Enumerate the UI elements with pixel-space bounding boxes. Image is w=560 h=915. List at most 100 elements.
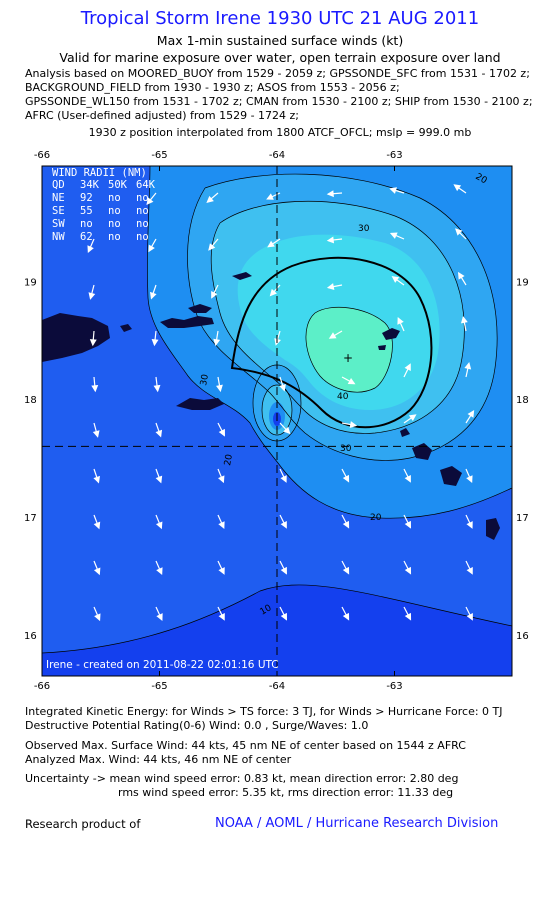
wind-field: + 10 20 20 20 30 30 30 40 WIND RADII (NM… bbox=[42, 166, 512, 676]
wind-arrow-head bbox=[467, 410, 475, 418]
wind-radii-title: WIND RADII (NM) bbox=[52, 167, 147, 179]
wind-arrow-head bbox=[148, 244, 155, 253]
wind-arrow-head bbox=[328, 332, 337, 339]
wind-radii-cell: NE bbox=[52, 192, 65, 204]
contour-label: 20 bbox=[370, 513, 382, 523]
wind-arrow-head bbox=[342, 566, 350, 575]
lat-tick-right: 16 bbox=[516, 631, 529, 642]
wind-arrow-head bbox=[218, 567, 225, 575]
wind-arrow-head bbox=[455, 228, 463, 236]
contour-label: 40 bbox=[337, 392, 349, 402]
wind-radii-cell: 55 bbox=[80, 205, 93, 217]
max-wind-marker: + bbox=[343, 351, 353, 365]
wind-radii-cell: no bbox=[108, 205, 121, 217]
lat-tick-right: 17 bbox=[516, 513, 529, 524]
wind-arrow-head bbox=[326, 236, 335, 244]
wind-arrow-head bbox=[283, 426, 291, 435]
subtitle-units: Max 1-min sustained surface winds (kt) bbox=[156, 33, 404, 48]
wind-arrow-head bbox=[89, 339, 97, 347]
wind-arrow-head bbox=[208, 243, 216, 251]
wind-arrow-head bbox=[404, 474, 411, 483]
wind-arrow-head bbox=[464, 362, 472, 370]
wind-arrow-head bbox=[87, 245, 94, 254]
wind-arrow-head bbox=[326, 190, 334, 198]
land-virgin-gorda-group bbox=[160, 316, 214, 328]
wind-radii-cell: no bbox=[108, 192, 121, 204]
wind-arrow-head bbox=[453, 184, 462, 192]
lat-tick-left: 17 bbox=[24, 513, 37, 524]
land-anegada bbox=[232, 272, 252, 280]
wind-arrow-head bbox=[155, 475, 163, 484]
wind-arrow-head bbox=[146, 197, 154, 205]
ike-text: Integrated Kinetic Energy: for Winds > T… bbox=[25, 705, 503, 718]
wind-arrow-head bbox=[155, 521, 163, 530]
wind-arrow-head bbox=[280, 566, 287, 575]
wind-radii-cell: no bbox=[108, 231, 121, 243]
lon-tick-bottom: -66 bbox=[34, 681, 50, 692]
wind-arrow-head bbox=[218, 521, 225, 529]
wind-radii-cell: no bbox=[136, 231, 149, 243]
wind-arrow-head bbox=[404, 363, 411, 371]
wind-arrow-head bbox=[211, 290, 218, 299]
wind-arrow-head bbox=[266, 193, 274, 200]
wind-arrow-head bbox=[91, 385, 99, 393]
wind-arrow-head bbox=[218, 428, 225, 437]
wind-arrow-head bbox=[457, 271, 465, 280]
land-st-croix bbox=[176, 398, 224, 410]
wind-radii-header: 64K bbox=[136, 179, 156, 191]
wind-arrow-head bbox=[391, 276, 400, 283]
wind-arrow-head bbox=[389, 232, 398, 239]
lon-tick-bottom: -65 bbox=[151, 681, 167, 692]
map-title: Tropical Storm Irene 1930 UTC 21 AUG 201… bbox=[80, 8, 480, 29]
map-credit: Irene - created on 2011-08-22 02:01:16 U… bbox=[46, 659, 279, 671]
wind-radii-cell: SW bbox=[52, 218, 65, 230]
wind-radii-cell: no bbox=[108, 218, 121, 230]
land-culebra bbox=[120, 324, 132, 332]
wind-arrow-head bbox=[466, 475, 473, 484]
lat-tick-left: 18 bbox=[24, 395, 37, 406]
wind-radii-cell: NW bbox=[52, 231, 65, 243]
uncertainty-mean: Uncertainty -> mean wind speed error: 0.… bbox=[25, 772, 459, 785]
contour-label: 30 bbox=[358, 224, 370, 234]
wind-arrow-head bbox=[326, 283, 335, 290]
wind-arrow-head bbox=[408, 414, 417, 422]
contour-label: 30 bbox=[199, 373, 211, 386]
wind-arrow-head bbox=[269, 288, 277, 297]
contour-label: 30 bbox=[340, 444, 352, 454]
wind-radii-cell: no bbox=[80, 218, 93, 230]
analysis-line: BACKGROUND_FIELD from 1930 - 1930 z; ASO… bbox=[25, 81, 400, 94]
wind-arrow-head bbox=[153, 384, 161, 393]
wind-arrow-head bbox=[267, 240, 275, 248]
axis-labels: -66 -66 -65 -65 -64 -64 -63 -63 19 19 18 18 17 17 16 16 bbox=[24, 150, 529, 692]
wind-arrow-head bbox=[88, 292, 96, 300]
wind-arrow-head bbox=[280, 475, 287, 483]
dpr-text: Destructive Potential Rating(0-6) Wind: … bbox=[25, 719, 369, 732]
lon-tick-bottom: -63 bbox=[386, 681, 402, 692]
lon-tick-top: -63 bbox=[386, 150, 402, 161]
wind-arrow-head bbox=[94, 613, 101, 622]
wind-radii-cell: SE bbox=[52, 205, 65, 217]
wind-arrow-head bbox=[347, 377, 356, 385]
wind-arrow-head bbox=[279, 383, 286, 392]
wind-arrow-head bbox=[404, 566, 412, 575]
wind-arrow-head bbox=[466, 612, 473, 621]
wind-radii-cell: no bbox=[136, 205, 149, 217]
land-anguilla bbox=[382, 328, 400, 340]
hrd-link[interactable]: NOAA / AOML / Hurricane Research Divisio… bbox=[215, 816, 499, 831]
wind-arrow-head bbox=[466, 567, 473, 575]
wind-arrow-head bbox=[349, 421, 358, 428]
wind-radii-header: 50K bbox=[108, 179, 128, 191]
lon-tick-top: -66 bbox=[34, 150, 50, 161]
lat-tick-right: 18 bbox=[516, 395, 529, 406]
wind-arrow-head bbox=[216, 384, 223, 393]
lon-tick-top: -64 bbox=[269, 150, 285, 161]
wind-arrow-head bbox=[93, 475, 100, 484]
wind-radii-cell: 92 bbox=[80, 192, 93, 204]
lon-tick-bottom: -64 bbox=[269, 681, 285, 692]
analysis-line: Analysis based on MOORED_BUOY from 1529 … bbox=[25, 67, 530, 80]
wind-arrow-head bbox=[149, 291, 157, 300]
wind-radii-cell: 62 bbox=[80, 231, 93, 243]
wind-arrow-head bbox=[213, 338, 221, 347]
analysis-line: GPSSONDE_WL150 from 1531 - 1702 z; CMAN … bbox=[25, 95, 533, 108]
